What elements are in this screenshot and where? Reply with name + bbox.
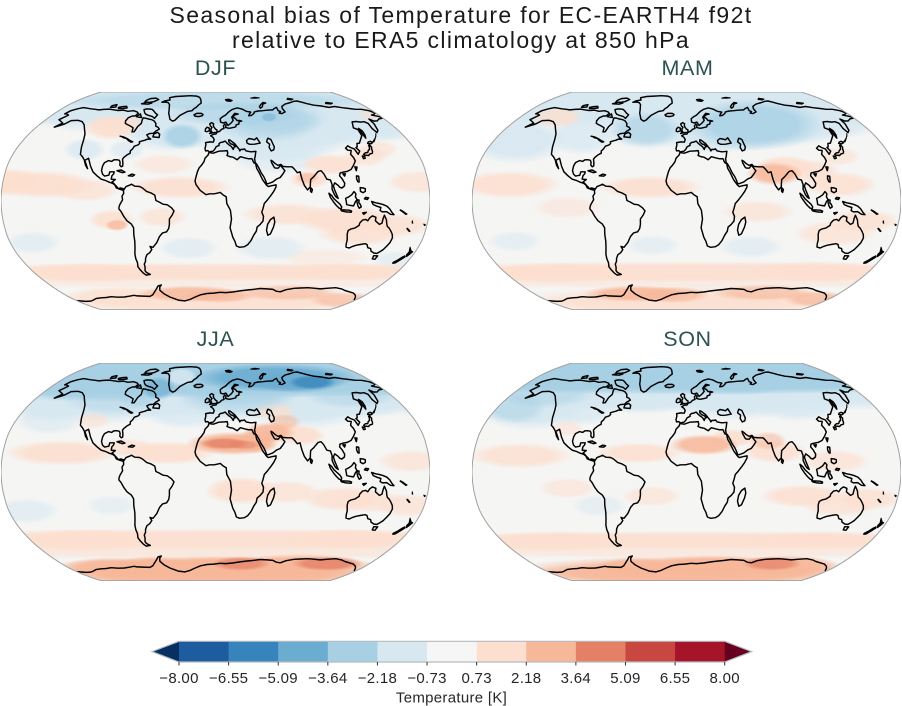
svg-text:−2.18: −2.18	[358, 670, 397, 687]
svg-text:5.09: 5.09	[610, 670, 640, 687]
svg-text:−5.09: −5.09	[258, 670, 297, 687]
svg-text:Temperature [K]: Temperature [K]	[396, 690, 507, 706]
svg-text:8.00: 8.00	[709, 670, 739, 687]
svg-text:6.55: 6.55	[660, 670, 690, 687]
svg-text:−8.00: −8.00	[159, 670, 198, 687]
svg-text:−6.55: −6.55	[209, 670, 248, 687]
svg-text:−3.64: −3.64	[308, 670, 347, 687]
svg-text:3.64: 3.64	[561, 670, 591, 687]
svg-text:−0.73: −0.73	[407, 670, 446, 687]
svg-text:2.18: 2.18	[511, 670, 541, 687]
svg-text:0.73: 0.73	[461, 670, 491, 687]
